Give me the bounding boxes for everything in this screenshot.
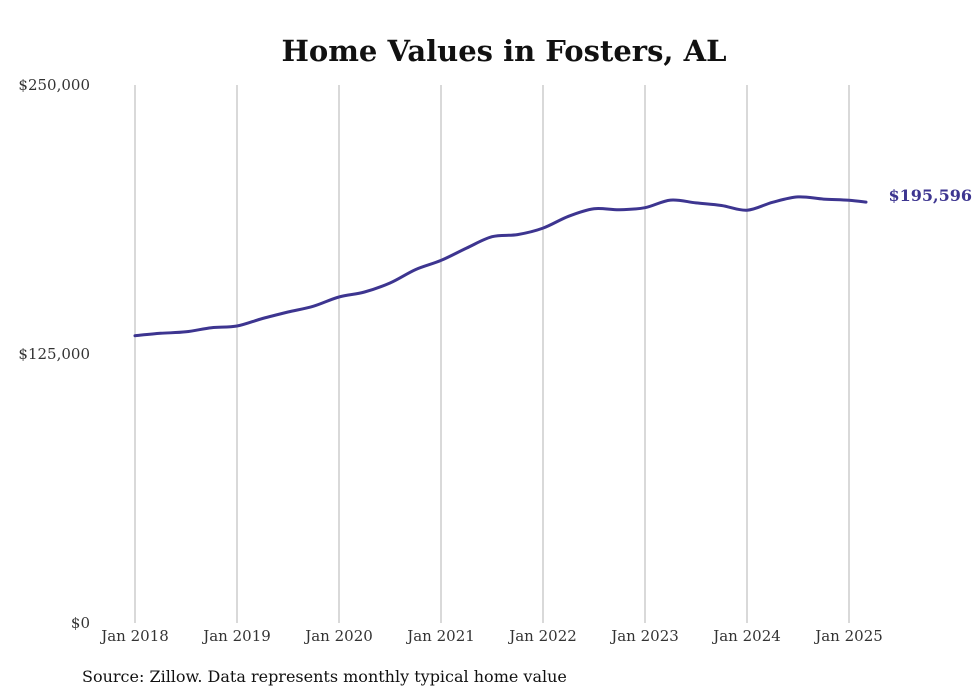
source-note: Source: Zillow. Data represents monthly … xyxy=(82,667,567,686)
x-axis-tick-labels: Jan 2018 Jan 2019 Jan 2020 Jan 2021 Jan 2022… xyxy=(99,627,883,645)
x-tick-label: Jan 2024 xyxy=(711,627,781,645)
end-value-label: $195,596 xyxy=(889,186,973,205)
y-tick-label: $0 xyxy=(71,614,90,632)
y-axis-tick-labels: $0 $125,000 $250,000 xyxy=(18,76,90,632)
x-tick-label: Jan 2025 xyxy=(813,627,883,645)
y-tick-label: $125,000 xyxy=(18,345,90,363)
chart-title: Home Values in Fosters, AL xyxy=(282,34,727,68)
x-tick-label: Jan 2018 xyxy=(99,627,169,645)
series-line-home-value xyxy=(133,195,868,338)
x-tick-label: Jan 2021 xyxy=(405,627,475,645)
vertical-gridlines xyxy=(134,85,850,623)
y-tick-label: $250,000 xyxy=(18,76,90,94)
x-tick-label: Jan 2022 xyxy=(507,627,577,645)
x-tick-label: Jan 2019 xyxy=(201,627,271,645)
x-tick-label: Jan 2023 xyxy=(609,627,679,645)
x-tick-label: Jan 2020 xyxy=(303,627,373,645)
